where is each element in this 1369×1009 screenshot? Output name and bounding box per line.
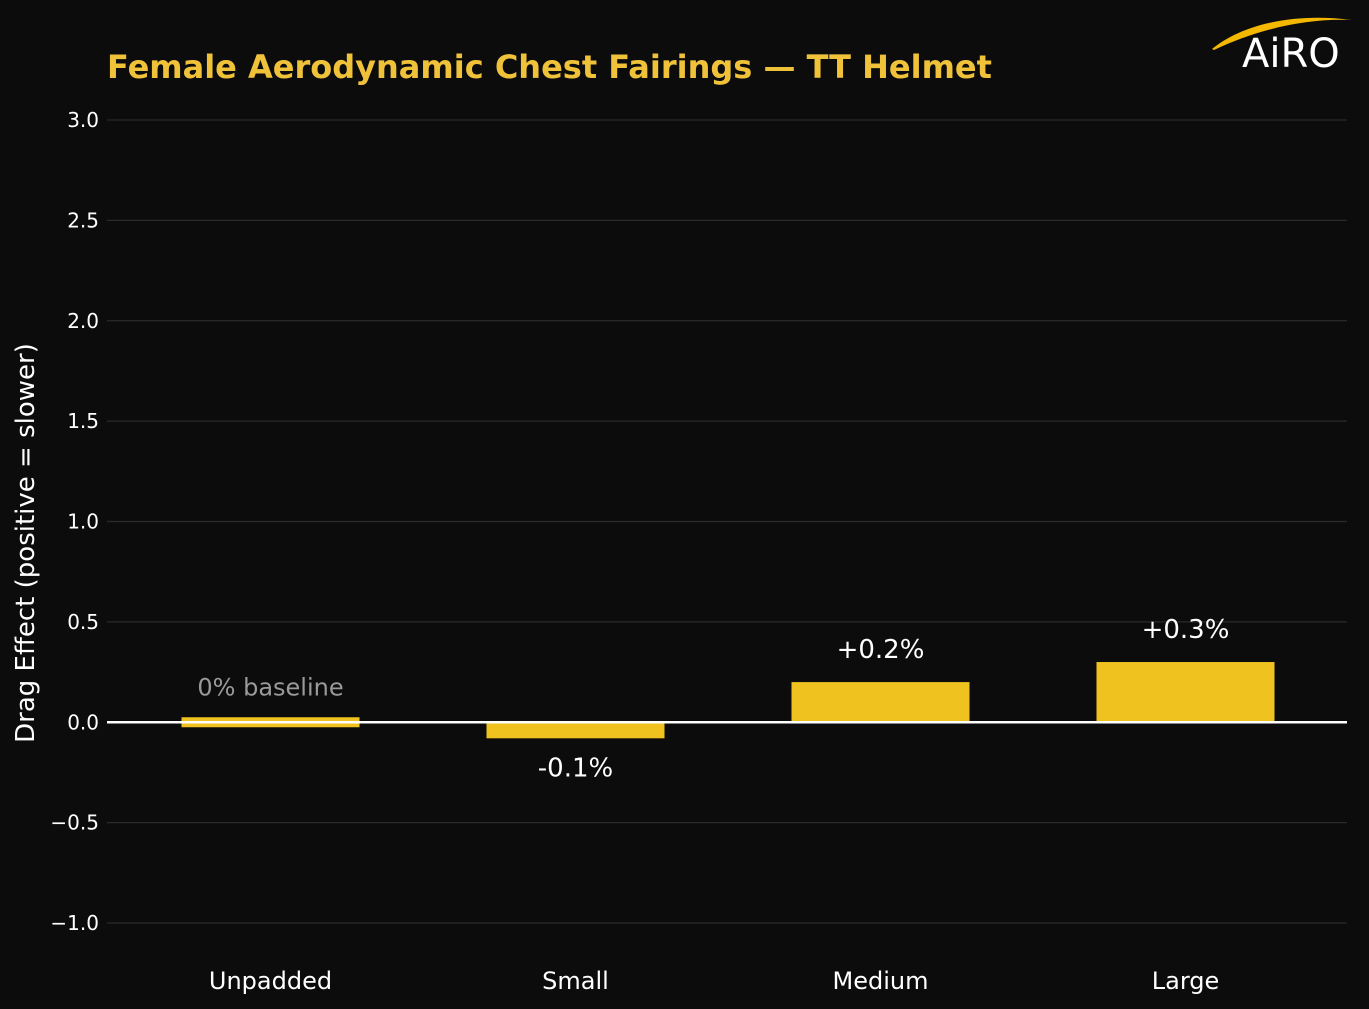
data-label-unpadded: 0% baseline — [197, 673, 343, 701]
y-tick-label: 2.5 — [67, 208, 99, 232]
y-tick-label: 1.5 — [67, 409, 99, 433]
grid-lines — [107, 119, 1347, 924]
category-label-medium: Medium — [833, 967, 929, 995]
category-labels: Unpadded Small Medium Large — [209, 967, 1219, 995]
y-tick-label: 3.0 — [67, 108, 99, 132]
data-label-small: -0.1% — [538, 753, 613, 783]
category-label-unpadded: Unpadded — [209, 967, 332, 995]
data-label-medium: +0.2% — [837, 635, 925, 665]
chart-title: Female Aerodynamic Chest Fairings — TT H… — [107, 48, 992, 86]
y-tick-label: 0.5 — [67, 610, 99, 634]
y-tick-label: 1.0 — [67, 510, 99, 534]
airo-logo: AiRO — [1212, 17, 1352, 77]
y-axis-label: Drag Effect (positive = slower) — [11, 343, 41, 743]
bar-large — [1096, 662, 1275, 723]
bar-small — [486, 722, 665, 739]
category-label-small: Small — [542, 967, 609, 995]
y-tick-label: 0.0 — [67, 710, 99, 734]
bar-medium — [791, 682, 970, 723]
logo-swoosh-icon — [1212, 17, 1352, 50]
y-tick-label: −1.0 — [50, 911, 99, 935]
y-tick-label: −0.5 — [50, 811, 99, 835]
data-labels: 0% baseline -0.1% +0.2% +0.3% — [197, 615, 1229, 783]
category-label-large: Large — [1152, 967, 1220, 995]
data-label-large: +0.3% — [1142, 615, 1230, 645]
y-tick-labels: −1.0 −0.5 0.0 0.5 1.0 1.5 2.0 2.5 3.0 — [50, 108, 99, 935]
y-tick-label: 2.0 — [67, 309, 99, 333]
logo-text: AiRO — [1242, 31, 1340, 77]
